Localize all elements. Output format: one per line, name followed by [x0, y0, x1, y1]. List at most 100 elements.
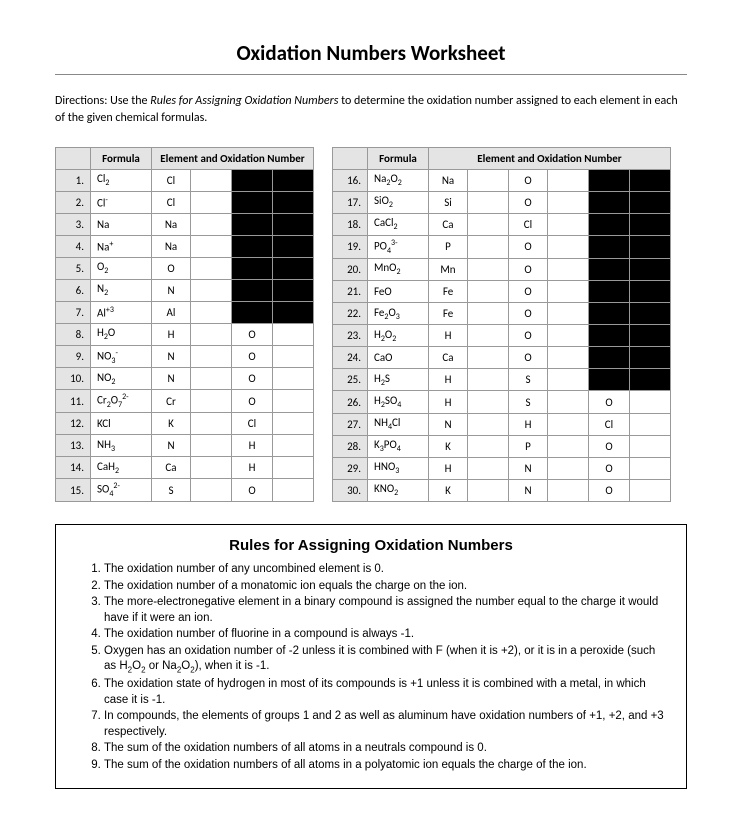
element: Cl [152, 169, 191, 191]
black-cell [232, 169, 273, 191]
formula: SiO2 [368, 191, 429, 213]
element: K [429, 479, 468, 501]
ox-blank [468, 391, 509, 413]
table-row: 14.CaH2CaH [56, 457, 314, 479]
black-cell [232, 257, 273, 279]
row-num: 13. [56, 435, 91, 457]
formula: HNO3 [368, 457, 429, 479]
ox-blank [630, 457, 671, 479]
ox-blank [468, 169, 509, 191]
table-row: 10.NO2NO [56, 368, 314, 390]
ox-blank [191, 213, 232, 235]
black-cell [589, 191, 630, 213]
formula: NH4Cl [368, 413, 429, 435]
tables-row: FormulaElement and Oxidation Number1.Cl2… [55, 147, 687, 503]
black-cell [589, 258, 630, 280]
rules-title: Rules for Assigning Oxidation Numbers [76, 537, 666, 554]
ox-blank [630, 391, 671, 413]
row-num: 25. [333, 369, 368, 391]
formula: MnO2 [368, 258, 429, 280]
element: N [152, 368, 191, 390]
row-num: 1. [56, 169, 91, 191]
ox-blank [468, 258, 509, 280]
ox-blank [548, 347, 589, 369]
black-cell [589, 369, 630, 391]
ox-blank [548, 258, 589, 280]
element: Cr [152, 390, 191, 413]
black-cell [630, 213, 671, 235]
row-num: 15. [56, 479, 91, 502]
element: N [152, 435, 191, 457]
row-num: 12. [56, 413, 91, 435]
formula: FeO [368, 281, 429, 303]
rule-item: Oxygen has an oxidation number of -2 unl… [104, 644, 666, 677]
element: N [509, 457, 548, 479]
ox-blank [468, 457, 509, 479]
col-num [56, 147, 91, 169]
element: O [589, 479, 630, 501]
formula: CaH2 [91, 457, 152, 479]
ox-blank [468, 369, 509, 391]
row-num: 2. [56, 191, 91, 213]
element: P [429, 235, 468, 258]
ox-blank [548, 413, 589, 435]
row-num: 3. [56, 213, 91, 235]
row-num: 5. [56, 257, 91, 279]
row-num: 21. [333, 281, 368, 303]
row-num: 8. [56, 323, 91, 345]
element: O [589, 391, 630, 413]
element: H [152, 323, 191, 345]
formula: CaO [368, 347, 429, 369]
ox-blank [548, 281, 589, 303]
directions: Directions: Use the Rules for Assigning … [55, 93, 687, 127]
title-divider [55, 74, 687, 75]
col-element: Element and Oxidation Number [429, 147, 671, 169]
ox-blank [191, 368, 232, 390]
row-num: 11. [56, 390, 91, 413]
table-row: 21.FeOFeO [333, 281, 671, 303]
element: Si [429, 191, 468, 213]
element: Mn [429, 258, 468, 280]
black-cell [589, 213, 630, 235]
table-row: 26.H2SO4HSO [333, 391, 671, 413]
element: H [509, 413, 548, 435]
formula: K3PO4 [368, 435, 429, 457]
element: Fe [429, 303, 468, 325]
table-row: 27.NH4ClNHCl [333, 413, 671, 435]
element: Na [152, 235, 191, 257]
element: K [429, 435, 468, 457]
row-num: 20. [333, 258, 368, 280]
table-row: 23.H2O2HO [333, 325, 671, 347]
ox-blank [548, 169, 589, 191]
table-row: 16.Na2O2NaO [333, 169, 671, 191]
rule-item: The oxidation number of fluorine in a co… [104, 627, 666, 643]
ox-blank [468, 235, 509, 258]
ox-blank [273, 390, 314, 413]
formula: Fe2O3 [368, 303, 429, 325]
element: N [152, 279, 191, 301]
black-cell [630, 191, 671, 213]
ox-blank [273, 368, 314, 390]
ox-blank [468, 213, 509, 235]
row-num: 4. [56, 235, 91, 257]
row-num: 16. [333, 169, 368, 191]
black-cell [273, 257, 314, 279]
row-num: 28. [333, 435, 368, 457]
col-element: Element and Oxidation Number [152, 147, 314, 169]
ox-blank [548, 235, 589, 258]
ox-blank [191, 323, 232, 345]
element: Ca [429, 347, 468, 369]
black-cell [232, 235, 273, 257]
ox-blank [273, 457, 314, 479]
ox-blank [191, 345, 232, 368]
table-row: 11.Cr2O72-CrO [56, 390, 314, 413]
table-row: 18.CaCl2CaCl [333, 213, 671, 235]
ox-blank [548, 303, 589, 325]
formula: NO3- [91, 345, 152, 368]
formula: NH3 [91, 435, 152, 457]
element: H [429, 369, 468, 391]
element: N [152, 345, 191, 368]
element: O [232, 368, 273, 390]
table-row: 1.Cl2Cl [56, 169, 314, 191]
element: Na [152, 213, 191, 235]
